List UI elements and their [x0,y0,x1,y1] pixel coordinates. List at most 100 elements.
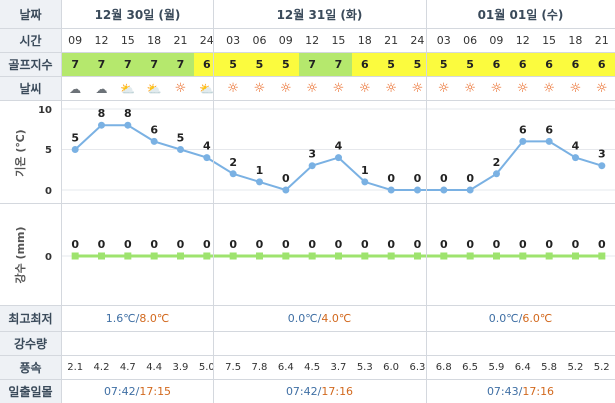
time-cell: 12 [515,34,530,47]
data-label: 8 [124,107,132,120]
sun-icon: ☼ [437,81,450,96]
sun-icon: ☼ [490,81,503,96]
golf-index-cell: 6 [193,53,220,76]
weather-cell: ☼ [378,77,404,100]
weather-cell: ⛅ [194,77,220,100]
precipitation-cell [431,332,457,355]
wind-speed-cell: 3.7 [330,362,347,373]
data-point [71,252,79,260]
data-point [598,162,606,170]
data-point [545,252,553,260]
precipitation-cell [88,332,114,355]
data-label: 0 [98,238,106,251]
data-point [308,252,316,260]
sunset-time: 17:15 [139,385,172,398]
sunrise-time: 07:42 [103,385,136,398]
minmax-label: 최고최저 [0,306,62,331]
sun-icon: ☼ [595,81,608,96]
date-row: 날짜 12월 30일 (월) 12월 31일 (화) 01월 01일 (수) [0,0,615,29]
data-point [572,252,579,260]
day-divider [426,0,427,403]
temperature-chart: 5 8 8 6 5 4 2 1 0 3 4 1 0 0 0 0 2 6 6 4 3 [62,107,615,194]
data-point [493,170,500,178]
data-label: 0 [282,172,290,185]
wind-speed-cell: 6.0 [383,362,400,373]
sun-cloud-icon: ⛅ [120,81,136,96]
sun-icon: ☼ [306,81,318,96]
data-point [335,252,342,260]
weather-cell: ☼ [220,77,246,100]
precipitation-cell [325,332,351,355]
precipitation-cell [246,332,272,355]
golf-index-cell: 6 [483,53,510,76]
data-label: 5 [71,132,79,145]
data-point [282,252,290,260]
time-cell: 15 [542,34,557,47]
time-cell: 09 [278,34,293,47]
weather-cell: ☼ [562,77,588,100]
sun-icon: ☼ [411,81,424,96]
wind-speed-cell: 4.4 [146,362,163,373]
sun-icon: ☼ [174,81,187,96]
weather-cell: ☼ [431,77,457,100]
date-cells: 12월 30일 (월) 12월 31일 (화) 01월 01일 (수) [62,0,615,28]
precipitation-cell [510,332,536,355]
sun-icon: ☼ [227,81,239,96]
golf-index-cell: 7 [325,53,352,76]
sun-icon: ☼ [569,81,582,96]
time-cell: 06 [252,34,267,47]
data-point [150,137,158,145]
golf-index-cell: 5 [246,53,273,76]
data-label: 0 [124,238,132,251]
data-label: 0 [256,238,264,251]
time-row: 시간 09 12 15 18 21 24 03 06 09 12 15 18 21 24 03 06 09 12 1… [0,29,615,53]
data-label: 1 [256,164,264,177]
data-point [124,252,132,260]
max-temp: 8.0℃ [139,312,170,325]
wind-speed-cell: 7.8 [251,362,268,373]
data-label: 0 [519,238,527,251]
date-header-1: 12월 30일 (월) [94,7,181,22]
wind-speed-cell: 5.2 [593,362,610,373]
precipitation-cell [589,332,615,355]
data-point [519,137,527,145]
data-label: 0 [229,238,237,251]
min-temp: 1.6℃ [105,312,136,325]
precipitation-cell [62,332,88,355]
data-label: 6 [150,123,158,136]
wind-speed-cell: 5.9 [488,362,505,373]
golf-index-cell: 6 [535,53,563,76]
data-label: 0 [414,172,422,185]
data-point [256,252,263,260]
precipitation-cell [167,332,193,355]
time-cell: 21 [594,34,609,47]
data-point [98,121,105,129]
golf-index-cell: 7 [62,53,89,76]
sun-icon: ☼ [279,81,292,96]
data-label: 1 [361,164,369,177]
weather-cell: ☁ [88,77,114,100]
weather-cell: ☼ [404,77,430,100]
sun-separator: / [135,385,140,398]
data-label: 0 [387,238,395,251]
data-label: 4 [203,140,211,153]
sunrise-sunset-day-1: 07:42/17:15 [62,380,213,403]
data-label: 0 [361,238,369,251]
data-point [466,252,474,260]
golf-index-cell: 7 [114,53,141,76]
golf-index-cell: 6 [588,53,615,76]
min-temp: 0.0℃ [488,312,519,325]
data-point [598,252,606,260]
sunrise-time: 07:42 [285,385,318,398]
time-cell: 18 [357,34,372,47]
time-cell: 03 [226,34,241,47]
weather-cell: ☼ [352,77,378,100]
data-point [414,252,421,260]
data-label: 0 [335,238,343,251]
data-label: 5 [177,132,185,145]
max-temp: 6.0℃ [522,312,553,325]
data-point [545,137,553,145]
sunset-time: 17:16 [321,385,354,398]
wind-label: 풍속 [0,356,62,379]
precipitation-cell [536,332,562,355]
